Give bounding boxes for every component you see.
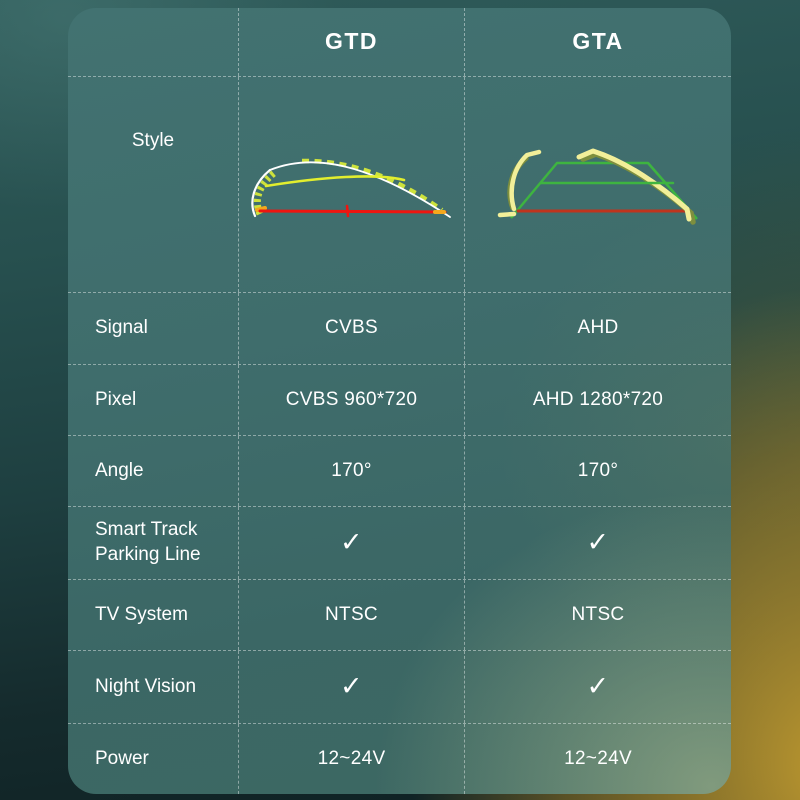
table-row-signal: Signal CVBS AHD: [68, 293, 731, 365]
row-label-smart-track-parking-line: Smart Track Parking Line: [95, 519, 201, 565]
dynamic-trajectory-parking-lines-icon: [247, 146, 457, 224]
value-gta-pixel: AHD 1280*720: [464, 365, 731, 435]
row-label-angle: Angle: [95, 459, 144, 481]
value-gtd-signal: CVBS: [238, 293, 464, 364]
value-gtd-power: 12~24V: [238, 724, 464, 794]
value-gta-tv-system: NTSC: [464, 580, 731, 650]
value-gtd-pixel: CVBS 960*720: [238, 365, 464, 435]
table-header-row: GTD GTA: [68, 8, 731, 77]
style-cell-gtd: [238, 77, 464, 292]
comparison-table: GTD GTA Style: [68, 8, 731, 794]
row-label-tv-system: TV System: [95, 603, 188, 625]
checkmark-gta-smart-track: ✓: [464, 507, 731, 579]
row-label-night-vision: Night Vision: [95, 675, 197, 697]
row-label-pixel: Pixel: [95, 388, 137, 410]
style-cell-gta: [464, 77, 731, 292]
column-header-gta: GTA: [464, 8, 731, 76]
value-gta-power: 12~24V: [464, 724, 731, 794]
table-row-pixel: Pixel CVBS 960*720 AHD 1280*720: [68, 365, 731, 436]
column-header-gtd: GTD: [238, 8, 464, 76]
header-empty-cell: [68, 8, 238, 76]
row-label-signal: Signal: [95, 317, 148, 339]
value-gta-signal: AHD: [464, 293, 731, 364]
table-row-tv-system: TV System NTSC NTSC: [68, 580, 731, 651]
checkmark-gtd-night-vision: ✓: [238, 651, 464, 723]
table-row-night-vision: Night Vision ✓ ✓: [68, 651, 731, 724]
checkmark-gtd-smart-track: ✓: [238, 507, 464, 579]
row-label-style: Style: [131, 130, 175, 151]
value-gta-angle: 170°: [464, 436, 731, 506]
value-gtd-angle: 170°: [238, 436, 464, 506]
static-parking-lines-icon: [493, 145, 703, 225]
value-gtd-tv-system: NTSC: [238, 580, 464, 650]
row-label-power: Power: [95, 747, 149, 769]
table-row-smart-track-parking-line: Smart Track Parking Line ✓ ✓: [68, 507, 731, 580]
table-row-power: Power 12~24V 12~24V: [68, 724, 731, 794]
style-row: Style: [68, 77, 731, 293]
table-row-angle: Angle 170° 170°: [68, 436, 731, 507]
checkmark-gta-night-vision: ✓: [464, 651, 731, 723]
